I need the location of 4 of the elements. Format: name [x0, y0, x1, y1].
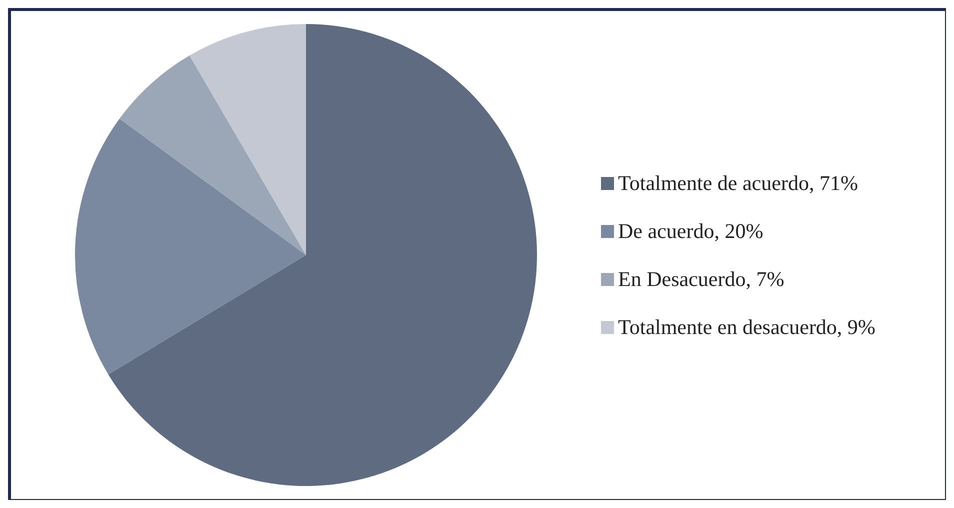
legend-label: En Desacuerdo, 7% [618, 266, 786, 292]
legend-label: Totalmente en desacuerdo, 9% [618, 314, 876, 340]
legend-label: Totalmente de acuerdo, 71% [618, 170, 859, 196]
legend-label: De acuerdo, 20% [618, 218, 764, 244]
